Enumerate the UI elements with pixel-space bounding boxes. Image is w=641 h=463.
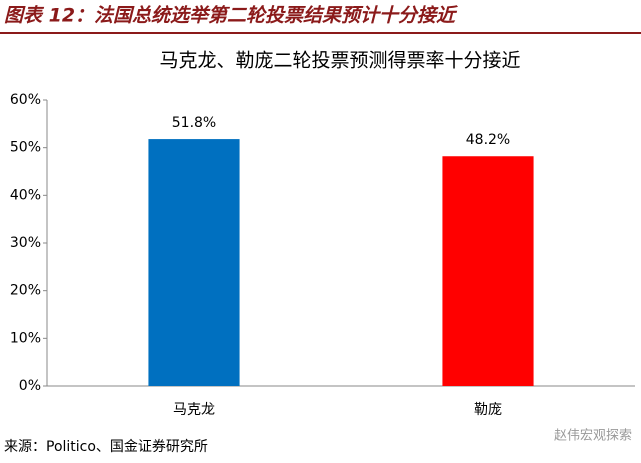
bar [148, 139, 240, 386]
y-tick-label: 10% [10, 330, 41, 346]
value-label: 48.2% [466, 132, 510, 148]
source: 来源：Politico、国金证券研究所 [4, 439, 208, 455]
header-title: 图表 12：法国总统选举第二轮投票结果预计十分接近 [4, 5, 458, 27]
x-tick-label: 勒庞 [474, 402, 502, 418]
chart-title: 马克龙、勒庞二轮投票预测得票率十分接近 [159, 50, 520, 72]
bar [442, 156, 534, 386]
watermark: 赵伟宏观探索 [554, 429, 632, 444]
x-tick-label: 马克龙 [173, 402, 215, 418]
y-tick-label: 60% [10, 92, 41, 108]
y-tick-label: 30% [10, 235, 41, 251]
y-tick-label: 0% [19, 378, 41, 394]
value-label: 51.8% [172, 115, 216, 131]
y-tick-label: 50% [10, 140, 41, 156]
y-tick-label: 40% [10, 187, 41, 203]
y-tick-label: 20% [10, 283, 41, 299]
